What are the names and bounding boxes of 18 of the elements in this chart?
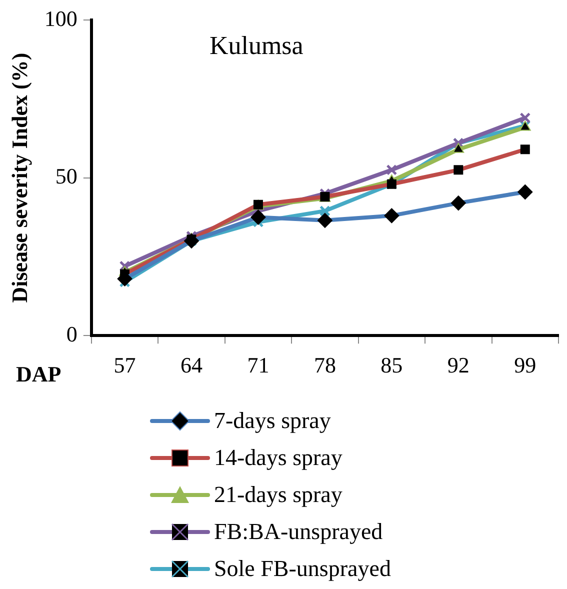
x-tick-label: 92 — [447, 352, 470, 378]
x-tick-label: 57 — [114, 352, 136, 378]
x-tick-label: 99 — [514, 352, 536, 378]
x-tick-label: 71 — [247, 352, 270, 378]
x-tick-label: 64 — [180, 352, 202, 378]
y-tick-label: 50 — [55, 164, 78, 189]
legend-label: 7-days spray — [214, 408, 331, 434]
x-tick-label: 78 — [314, 352, 336, 378]
x-axis-title: DAP — [16, 361, 62, 386]
y-tick-label: 0 — [66, 321, 78, 346]
legend-label: Sole FB-unsprayed — [214, 556, 391, 582]
legend-label: 21-days spray — [214, 482, 342, 508]
y-axis-title: Disease severity Index (%) — [6, 52, 32, 303]
chart-title: Kulumsa — [209, 30, 304, 60]
y-tick-label: 100 — [44, 6, 78, 31]
legend-label: FB:BA-unsprayed — [214, 518, 383, 544]
legend-label: 14-days spray — [214, 444, 342, 470]
x-tick-label: 85 — [380, 352, 403, 378]
